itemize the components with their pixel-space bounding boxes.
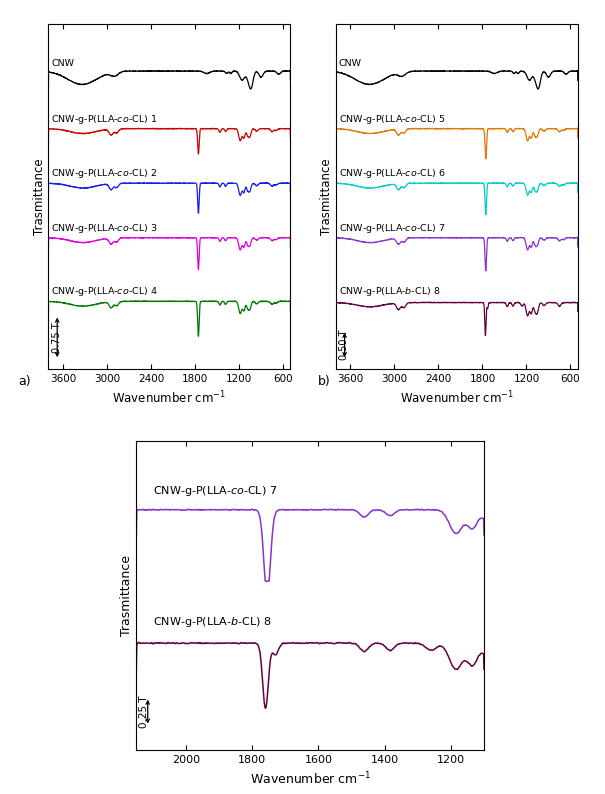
Text: CNW-g-P(LLA-$\it{co}$-CL) 6: CNW-g-P(LLA-$\it{co}$-CL) 6 [339,168,445,180]
Text: 0.75 T: 0.75 T [51,322,62,353]
Text: CNW-g-P(LLA-$\it{co}$-CL) 7: CNW-g-P(LLA-$\it{co}$-CL) 7 [339,222,445,235]
Text: CNW-g-P(LLA-$\it{co}$-CL) 5: CNW-g-P(LLA-$\it{co}$-CL) 5 [339,113,445,125]
Text: 0.50 T: 0.50 T [339,330,349,360]
Y-axis label: Trasmittance: Trasmittance [120,555,133,636]
Text: CNW-g-P(LLA-$\it{co}$-CL) 3: CNW-g-P(LLA-$\it{co}$-CL) 3 [51,222,158,235]
Text: CNW-g-P(LLA-$\it{co}$-CL) 7: CNW-g-P(LLA-$\it{co}$-CL) 7 [152,484,277,498]
Text: a): a) [18,375,31,388]
Text: 0.25 T: 0.25 T [139,696,149,728]
Y-axis label: Trasmittance: Trasmittance [320,158,333,235]
X-axis label: Wavenumber cm$^{-1}$: Wavenumber cm$^{-1}$ [113,390,226,407]
Text: CNW-g-P(LLA-$\it{co}$-CL) 1: CNW-g-P(LLA-$\it{co}$-CL) 1 [51,113,158,125]
Y-axis label: Trasmittance: Trasmittance [33,158,45,235]
Text: CNW-g-P(LLA-$\it{b}$-CL) 8: CNW-g-P(LLA-$\it{b}$-CL) 8 [152,615,271,629]
Text: CNW-g-P(LLA-$\it{co}$-CL) 2: CNW-g-P(LLA-$\it{co}$-CL) 2 [51,168,157,180]
Text: b): b) [318,375,330,388]
X-axis label: Wavenumber cm$^{-1}$: Wavenumber cm$^{-1}$ [400,390,514,407]
Text: CNW-g-P(LLA-$\it{b}$-CL) 8: CNW-g-P(LLA-$\it{b}$-CL) 8 [339,285,440,299]
Text: CNW: CNW [339,59,362,68]
X-axis label: Wavenumber cm$^{-1}$: Wavenumber cm$^{-1}$ [249,771,371,788]
Text: CNW-g-P(LLA-$\it{co}$-CL) 4: CNW-g-P(LLA-$\it{co}$-CL) 4 [51,285,158,299]
Text: CNW: CNW [51,59,74,68]
